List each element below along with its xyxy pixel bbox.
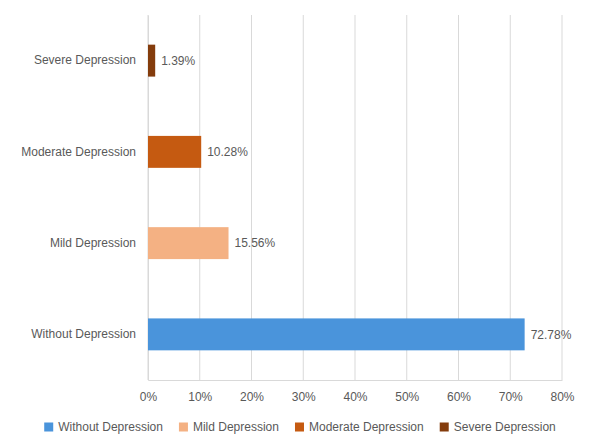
- grid: [148, 15, 562, 380]
- legend: Without Depression Mild Depression Moderat…: [44, 420, 556, 434]
- x-tick-label: 70%: [499, 390, 523, 404]
- legend-item: Moderate Depression: [295, 420, 424, 434]
- x-tick: 80%: [550, 380, 574, 404]
- y-tick: Without Depression: [31, 327, 148, 341]
- y-tick-label: Without Depression: [31, 327, 136, 341]
- y-tick-label: Severe Depression: [34, 53, 136, 67]
- bar: [148, 45, 155, 77]
- bar: [148, 227, 229, 259]
- y-tick-label: Moderate Depression: [21, 145, 136, 159]
- bars: [148, 45, 525, 351]
- data-label: 72.78%: [531, 328, 572, 342]
- y-axis: Without Depression Mild Depression Moderat…: [21, 16, 148, 381]
- legend-item: Without Depression: [44, 420, 163, 434]
- plot: 0% 10% 20% 30% 40% 50% 60% 70% 80% Without Depres…: [21, 15, 575, 404]
- x-tick-label: 10%: [188, 390, 212, 404]
- x-tick: 40%: [343, 380, 367, 404]
- x-tick-label: 40%: [343, 390, 367, 404]
- legend-swatch: [179, 423, 188, 432]
- chart: 0% 10% 20% 30% 40% 50% 60% 70% 80% Without Depres…: [0, 0, 600, 448]
- legend-swatch: [44, 423, 53, 432]
- legend-label: Mild Depression: [193, 420, 279, 434]
- x-axis-line: [149, 380, 563, 381]
- legend-swatch: [295, 423, 304, 432]
- x-tick: 30%: [292, 380, 316, 404]
- x-tick: 0%: [140, 380, 158, 404]
- legend-swatch: [440, 423, 449, 432]
- x-tick-label: 60%: [447, 390, 471, 404]
- data-label: 10.28%: [207, 145, 248, 159]
- x-tick-label: 0%: [140, 390, 158, 404]
- legend-label: Moderate Depression: [309, 420, 424, 434]
- x-tick: 10%: [188, 380, 212, 404]
- x-tick: 20%: [240, 380, 264, 404]
- bar: [148, 318, 525, 350]
- x-axis: 0% 10% 20% 30% 40% 50% 60% 70% 80%: [140, 380, 575, 404]
- x-tick-label: 30%: [292, 390, 316, 404]
- legend-label: Without Depression: [58, 420, 163, 434]
- y-tick: Severe Depression: [34, 53, 148, 67]
- data-labels: 72.78% 15.56% 10.28% 1.39%: [161, 54, 571, 342]
- x-tick-label: 50%: [395, 390, 419, 404]
- y-tick: Mild Depression: [50, 236, 148, 250]
- legend-label: Severe Depression: [454, 420, 556, 434]
- y-tick: Moderate Depression: [21, 145, 148, 159]
- legend-item: Mild Depression: [179, 420, 279, 434]
- data-label: 1.39%: [161, 54, 195, 68]
- legend-item: Severe Depression: [440, 420, 556, 434]
- x-tick: 70%: [499, 380, 523, 404]
- grid-line: [562, 15, 563, 380]
- bar: [148, 136, 201, 168]
- data-label: 15.56%: [235, 236, 276, 250]
- x-tick: 60%: [447, 380, 471, 404]
- x-tick-label: 20%: [240, 390, 264, 404]
- x-tick: 50%: [395, 380, 419, 404]
- y-tick-label: Mild Depression: [50, 236, 136, 250]
- x-tick-label: 80%: [550, 390, 574, 404]
